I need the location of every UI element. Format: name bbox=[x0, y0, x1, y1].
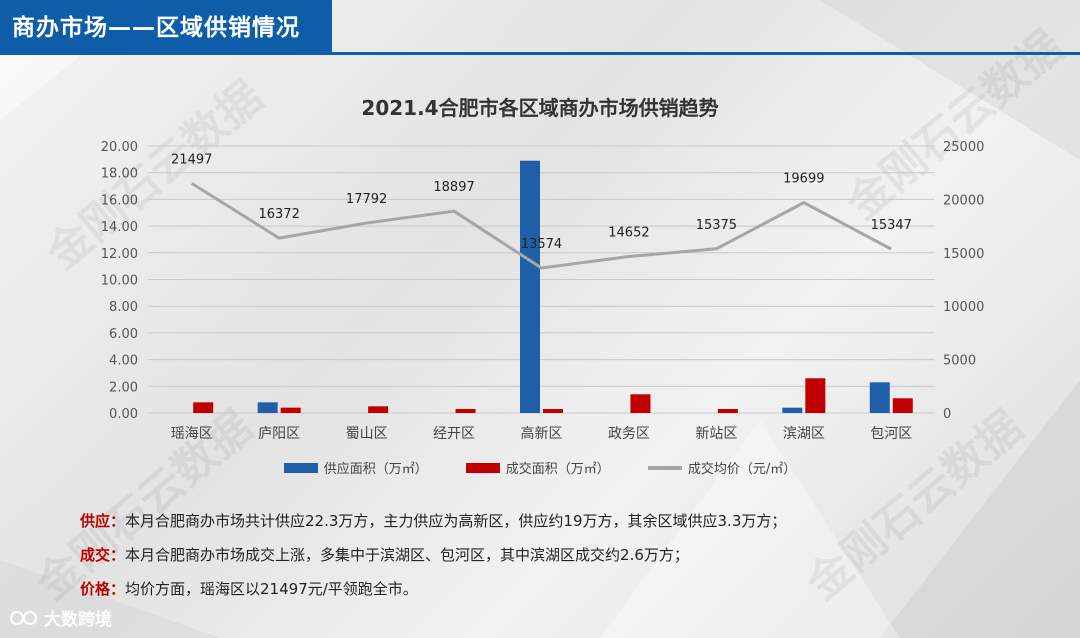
bar-deal-area bbox=[892, 398, 913, 413]
y-left-tick-label: 4.00 bbox=[109, 354, 138, 369]
legend-item-deal-area: 成交面积（万㎡） bbox=[465, 458, 610, 477]
data-label-avg-price: 17792 bbox=[346, 192, 387, 207]
note-text: 本月合肥商办市场共计供应22.3万方，主力供应为高新区，供应约19万方，其余区域… bbox=[125, 512, 787, 530]
bar-deal-area bbox=[368, 406, 389, 413]
bar-deal-area bbox=[805, 378, 826, 413]
legend-swatch-supply bbox=[283, 462, 318, 473]
legend-item-supply: 供应面积（万㎡） bbox=[283, 458, 428, 477]
note-key: 价格： bbox=[80, 580, 126, 598]
bar-deal-area bbox=[193, 402, 214, 413]
y-left-tick-label: 20.00 bbox=[101, 140, 138, 155]
y-right-tick-label: 0 bbox=[943, 407, 951, 422]
note-key: 供应： bbox=[80, 512, 126, 530]
data-label-avg-price: 18897 bbox=[433, 180, 474, 195]
y-left-tick-label: 8.00 bbox=[109, 300, 138, 315]
line-avg-price bbox=[190, 182, 892, 270]
y-right-tick-label: 25000 bbox=[943, 140, 984, 155]
note-text: 均价方面，瑶海区以21497元/平领跑全市。 bbox=[125, 580, 418, 598]
x-category-label: 蜀山区 bbox=[346, 426, 388, 442]
y-left-tick-label: 0.00 bbox=[109, 407, 138, 422]
note-supply: 供应：本月合肥商办市场共计供应22.3万方，主力供应为高新区，供应约19万方，其… bbox=[80, 510, 1040, 531]
y-left-tick-label: 16.00 bbox=[101, 193, 138, 208]
bar-deal-area bbox=[455, 408, 476, 413]
chart-legend: 供应面积（万㎡） 成交面积（万㎡） 成交均价（元/㎡） bbox=[0, 458, 1080, 477]
brand-text: 大数跨境 bbox=[44, 610, 112, 630]
x-category-label: 高新区 bbox=[521, 425, 563, 442]
x-category-label: 新站区 bbox=[695, 426, 737, 442]
y-left-tick-label: 10.00 bbox=[101, 274, 138, 289]
note-deal: 成交：本月合肥商办市场成交上涨，多集中于滨湖区、包河区，其中滨湖区成交约2.6万… bbox=[80, 544, 1040, 565]
data-label-avg-price: 16372 bbox=[258, 207, 299, 222]
legend-label-supply: 供应面积（万㎡） bbox=[323, 462, 428, 477]
legend-swatch-deal-area bbox=[465, 462, 500, 473]
x-category-label: 政务区 bbox=[608, 426, 650, 442]
y-right-tick-label: 10000 bbox=[943, 300, 984, 315]
note-key: 成交： bbox=[80, 546, 126, 564]
legend-item-avg-price: 成交均价（元/㎡） bbox=[647, 458, 797, 477]
combo-chart: 0.00 2.00 4.00 6.00 8.00 10.00 12.00 14.00 16.00… bbox=[101, 140, 985, 442]
brand-logo-icon bbox=[10, 610, 37, 625]
x-category-label: 包河区 bbox=[870, 426, 912, 442]
note-text: 本月合肥商办市场成交上涨，多集中于滨湖区、包河区，其中滨湖区成交约2.6万方； bbox=[125, 546, 689, 564]
summary-notes: 供应：本月合肥商办市场共计供应22.3万方，主力供应为高新区，供应约19万方，其… bbox=[80, 510, 1040, 612]
data-label-avg-price: 15347 bbox=[871, 218, 912, 233]
bar-supply bbox=[869, 382, 890, 413]
legend-label-avg-price: 成交均价（元/㎡） bbox=[687, 462, 797, 477]
header-band bbox=[0, 0, 332, 52]
y-left-tick-label: 6.00 bbox=[109, 327, 138, 342]
y-left-tick-label: 2.00 bbox=[109, 380, 138, 395]
y-right-tick-label: 15000 bbox=[943, 247, 984, 262]
note-price: 价格：均价方面，瑶海区以21497元/平领跑全市。 bbox=[80, 578, 1040, 599]
y-right-tick-label: 20000 bbox=[943, 193, 984, 208]
y-left-tick-label: 18.00 bbox=[101, 167, 138, 182]
legend-label-deal-area: 成交面积（万㎡） bbox=[505, 462, 610, 477]
x-category-label: 庐阳区 bbox=[258, 426, 300, 442]
header-underline bbox=[0, 52, 1080, 55]
bar-supply bbox=[782, 407, 803, 413]
bar-supply bbox=[257, 402, 278, 413]
x-category-label: 经开区 bbox=[433, 426, 475, 442]
data-label-avg-price: 15375 bbox=[696, 218, 737, 233]
bar-deal-area bbox=[543, 408, 563, 413]
bar-deal-area bbox=[280, 407, 301, 413]
bar-deal-area bbox=[630, 394, 651, 413]
data-label-avg-price: 19699 bbox=[783, 172, 824, 187]
data-label-avg-price: 13574 bbox=[521, 237, 562, 252]
brand: 大数跨境 bbox=[10, 605, 112, 630]
legend-swatch-avg-price bbox=[647, 465, 682, 470]
bar-supply bbox=[520, 160, 540, 413]
y-right-tick-label: 5000 bbox=[943, 354, 976, 369]
page-title: 商办市场——区域供销情况 bbox=[12, 15, 300, 41]
y-left-tick-label: 14.00 bbox=[101, 220, 138, 235]
data-label-avg-price: 21497 bbox=[171, 152, 212, 167]
chart-title: 2021.4合肥市各区域商办市场供销趋势 bbox=[361, 96, 719, 120]
x-category-label: 瑶海区 bbox=[171, 426, 213, 442]
bar-deal-area bbox=[717, 408, 738, 413]
x-category-label: 滨湖区 bbox=[783, 426, 825, 442]
data-label-avg-price: 14652 bbox=[608, 226, 649, 241]
y-left-tick-label: 12.00 bbox=[101, 247, 138, 262]
